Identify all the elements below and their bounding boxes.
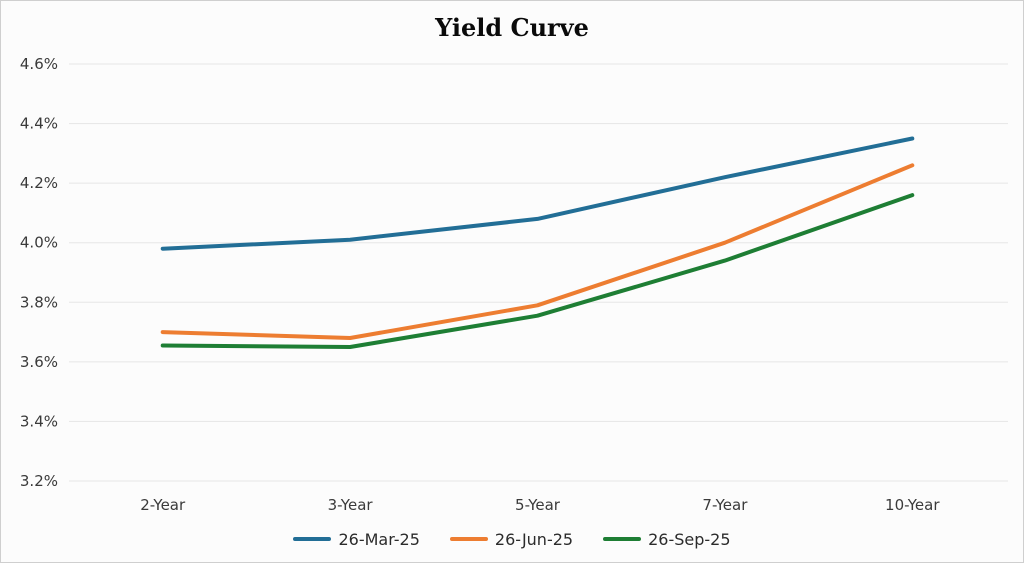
x-tick-label: 2-Year	[140, 496, 186, 514]
y-tick-label: 4.2%	[20, 174, 58, 192]
y-tick-label: 3.2%	[20, 472, 58, 490]
legend-swatch-icon	[603, 537, 642, 541]
x-tick-label: 7-Year	[702, 496, 748, 514]
legend-swatch-icon	[293, 537, 332, 541]
x-tick-label: 3-Year	[328, 496, 374, 514]
chart-title: Yield Curve	[435, 13, 589, 42]
y-tick-label: 3.6%	[20, 353, 58, 371]
x-tick-label: 10-Year	[885, 496, 940, 514]
x-tick-label: 5-Year	[515, 496, 561, 514]
legend: 26-Mar-25 26-Jun-25 26-Sep-25	[1, 522, 1023, 556]
legend-label: 26-Mar-25	[338, 529, 420, 549]
legend-label: 26-Jun-25	[494, 529, 574, 549]
legend-item-26-Sep-25: 26-Sep-25	[603, 529, 731, 549]
y-tick-label: 3.8%	[20, 293, 58, 311]
y-tick-label: 4.6%	[20, 55, 58, 73]
series-line-26-Mar-25	[160, 136, 915, 251]
legend-item-26-Jun-25: 26-Jun-25	[449, 529, 574, 549]
legend-item-26-Mar-25: 26-Mar-25	[293, 529, 420, 549]
plot-area: 4.6% 4.4% 4.2% 4.0% 3.8% 3.6% 3.4% 3.2% 2-Year 3-…	[20, 55, 1008, 514]
legend-swatch-icon	[449, 537, 488, 541]
legend-label: 26-Sep-25	[648, 529, 731, 549]
series-line-26-Sep-25	[160, 193, 915, 349]
y-tick-label: 4.4%	[20, 115, 58, 133]
y-tick-label: 4.0%	[20, 234, 58, 252]
y-tick-label: 3.4%	[20, 412, 58, 430]
series-line-26-Jun-25	[160, 163, 915, 340]
